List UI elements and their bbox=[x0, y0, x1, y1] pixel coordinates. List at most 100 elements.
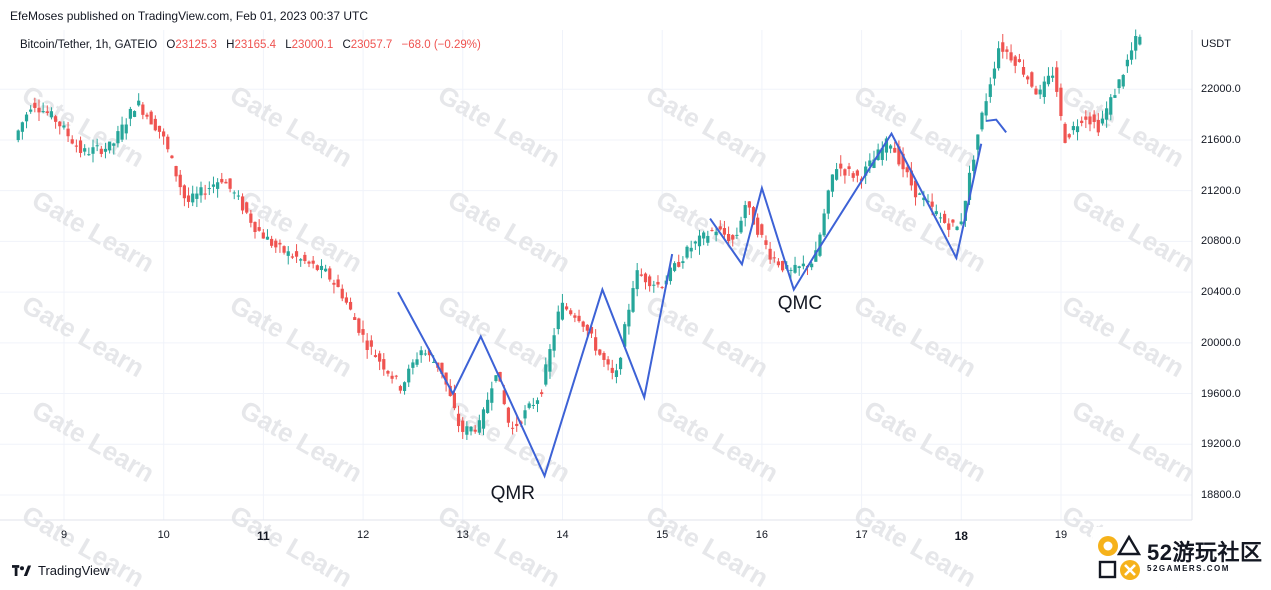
candle bbox=[328, 266, 332, 282]
candle-body bbox=[162, 131, 166, 137]
candle-body bbox=[45, 111, 49, 114]
candle-body bbox=[382, 359, 386, 370]
candle-body bbox=[444, 372, 448, 385]
candle-body bbox=[909, 170, 913, 186]
candle-body bbox=[577, 315, 581, 322]
candle bbox=[423, 349, 427, 356]
tradingview-footer[interactable]: TradingView bbox=[12, 563, 110, 578]
candle bbox=[332, 279, 336, 294]
candle-body bbox=[531, 404, 535, 406]
candle bbox=[980, 111, 984, 132]
candle-body bbox=[544, 364, 548, 385]
candle bbox=[1138, 34, 1142, 46]
candle-body bbox=[648, 276, 652, 287]
candle bbox=[299, 258, 303, 267]
candle-body bbox=[768, 248, 772, 260]
candle-body bbox=[58, 121, 62, 127]
candle bbox=[162, 128, 166, 145]
candle bbox=[282, 245, 286, 255]
candle bbox=[141, 102, 145, 120]
candle bbox=[1096, 113, 1100, 137]
candle-body bbox=[33, 102, 37, 108]
candle-body bbox=[1059, 87, 1063, 117]
candle-body bbox=[872, 159, 876, 168]
candle-body bbox=[668, 267, 673, 282]
candle-body bbox=[41, 111, 45, 113]
watermark-text: Gate Learn bbox=[225, 79, 358, 173]
candle-body bbox=[1034, 88, 1038, 95]
candle bbox=[722, 220, 727, 239]
site-badge: 52游玩社区 52GAMERS.COM bbox=[1093, 527, 1268, 587]
candle-body bbox=[967, 172, 972, 201]
candle-body bbox=[24, 114, 29, 122]
candle-body bbox=[112, 143, 116, 146]
candle-body bbox=[606, 359, 610, 365]
candle-body bbox=[415, 359, 419, 365]
low-key: L bbox=[285, 39, 292, 51]
candle bbox=[901, 147, 905, 178]
pattern-zigzag-line bbox=[709, 131, 983, 292]
candle bbox=[29, 105, 33, 114]
candle bbox=[157, 125, 162, 139]
candle bbox=[822, 208, 826, 237]
candle-body bbox=[95, 145, 99, 147]
candle bbox=[718, 220, 722, 231]
candle-body bbox=[851, 173, 855, 178]
watermark-text: Gate Learn bbox=[17, 289, 150, 383]
candle-body bbox=[1042, 81, 1046, 98]
candle bbox=[336, 274, 340, 288]
candle-body bbox=[868, 160, 872, 167]
candle-body bbox=[1005, 49, 1009, 52]
candle bbox=[274, 238, 278, 253]
price-tick-label: 21600.0 bbox=[1201, 133, 1241, 146]
candle bbox=[618, 356, 623, 375]
candle bbox=[1021, 59, 1026, 78]
candle-body bbox=[265, 236, 270, 240]
candle bbox=[99, 145, 103, 158]
candle-body bbox=[369, 340, 373, 347]
candle bbox=[938, 212, 943, 223]
candle bbox=[66, 121, 70, 143]
candle-body bbox=[502, 390, 506, 405]
candle-body bbox=[888, 145, 893, 149]
candle bbox=[186, 187, 191, 208]
candle-body bbox=[934, 211, 938, 215]
candle bbox=[677, 254, 681, 268]
candle-body bbox=[635, 270, 639, 290]
candle bbox=[37, 99, 41, 121]
candle bbox=[594, 329, 598, 356]
candle-body bbox=[87, 154, 91, 156]
symbol-label[interactable]: Bitcoin/Tether, 1h, GATEIO bbox=[20, 39, 158, 51]
candle-body bbox=[731, 235, 735, 240]
candle bbox=[909, 162, 913, 191]
candle-body bbox=[402, 382, 407, 392]
candle-body bbox=[598, 349, 602, 355]
candle bbox=[415, 352, 419, 368]
candle-body bbox=[481, 409, 486, 429]
candle-body bbox=[702, 232, 706, 239]
candle bbox=[623, 321, 627, 348]
candle bbox=[801, 255, 805, 270]
candle bbox=[743, 200, 747, 227]
candle bbox=[265, 229, 270, 240]
candle bbox=[461, 417, 465, 439]
candle-body bbox=[643, 273, 648, 283]
candle-body bbox=[228, 178, 232, 189]
candle-body bbox=[270, 238, 274, 246]
watermark-text: Gate Learn bbox=[27, 394, 160, 488]
candle-body bbox=[153, 118, 157, 131]
candle-body bbox=[236, 195, 240, 197]
candle bbox=[87, 147, 91, 156]
candle-body bbox=[751, 207, 756, 225]
candle bbox=[702, 230, 706, 246]
candle-body bbox=[315, 265, 319, 270]
candle-body bbox=[943, 213, 947, 223]
candle-body bbox=[336, 279, 340, 288]
candle-body bbox=[303, 254, 307, 262]
candle-body bbox=[74, 145, 78, 147]
candle bbox=[1134, 29, 1138, 60]
candle bbox=[116, 125, 120, 148]
candle-body bbox=[1051, 75, 1055, 78]
candle bbox=[764, 235, 768, 250]
